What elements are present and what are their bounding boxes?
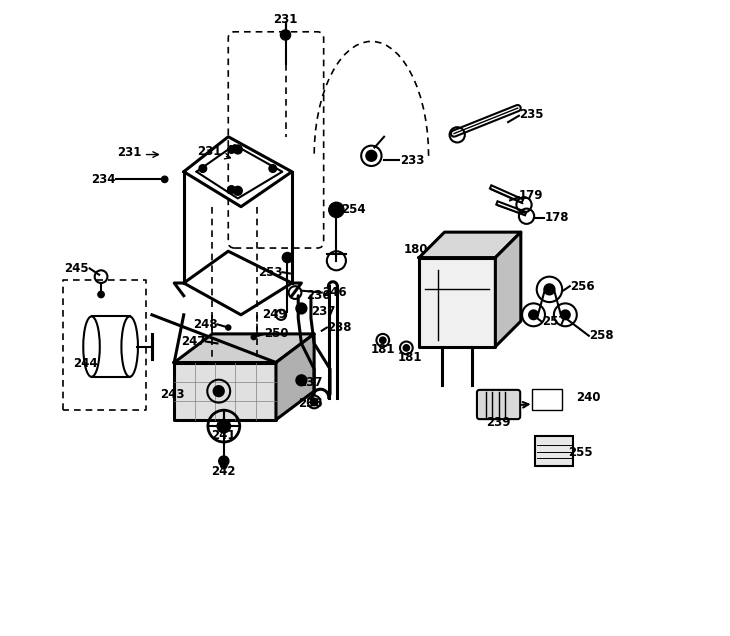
- Circle shape: [98, 291, 104, 298]
- Text: 235: 235: [519, 108, 543, 121]
- Text: 242: 242: [212, 466, 236, 478]
- Text: 253: 253: [258, 266, 283, 279]
- Text: 236: 236: [299, 398, 323, 410]
- Circle shape: [380, 337, 386, 343]
- Text: 237: 237: [311, 305, 335, 318]
- Circle shape: [269, 165, 277, 172]
- Circle shape: [403, 345, 410, 351]
- Text: 245: 245: [64, 262, 88, 275]
- Circle shape: [280, 30, 291, 40]
- Circle shape: [214, 386, 224, 396]
- Text: 236: 236: [307, 289, 331, 302]
- Polygon shape: [496, 232, 520, 347]
- Text: 241: 241: [212, 429, 236, 441]
- Text: 239: 239: [486, 417, 511, 429]
- Circle shape: [328, 202, 344, 218]
- Polygon shape: [174, 363, 276, 420]
- Text: 231: 231: [117, 146, 141, 159]
- Circle shape: [296, 303, 307, 314]
- Text: 179: 179: [519, 190, 543, 202]
- Text: 247: 247: [182, 335, 206, 348]
- Circle shape: [529, 310, 538, 319]
- Text: 180: 180: [404, 243, 428, 256]
- Text: 248: 248: [193, 318, 218, 331]
- Circle shape: [219, 456, 229, 466]
- Text: 250: 250: [264, 328, 289, 340]
- Polygon shape: [174, 334, 314, 363]
- Text: 233: 233: [400, 154, 424, 167]
- Circle shape: [220, 462, 227, 469]
- Text: 240: 240: [576, 391, 601, 404]
- Text: 238: 238: [327, 321, 351, 334]
- Circle shape: [545, 284, 555, 294]
- Text: 249: 249: [262, 308, 287, 321]
- Text: 256: 256: [570, 280, 594, 293]
- Polygon shape: [276, 334, 314, 420]
- Text: 257: 257: [542, 315, 566, 328]
- Text: 255: 255: [569, 446, 593, 459]
- Text: 231: 231: [198, 145, 222, 158]
- Circle shape: [226, 325, 231, 330]
- FancyBboxPatch shape: [535, 436, 573, 466]
- Text: 181: 181: [397, 351, 422, 364]
- Text: 243: 243: [160, 388, 185, 401]
- Circle shape: [283, 252, 293, 263]
- Text: 231: 231: [273, 13, 298, 25]
- Circle shape: [228, 146, 235, 153]
- Circle shape: [366, 151, 377, 161]
- Circle shape: [310, 398, 318, 406]
- Text: 234: 234: [91, 173, 115, 186]
- Polygon shape: [419, 258, 496, 347]
- FancyBboxPatch shape: [532, 389, 561, 410]
- Text: 181: 181: [371, 343, 395, 356]
- Text: 237: 237: [299, 377, 323, 389]
- Circle shape: [234, 145, 242, 154]
- Circle shape: [561, 310, 570, 319]
- Circle shape: [218, 420, 230, 432]
- Circle shape: [296, 375, 307, 385]
- Circle shape: [199, 165, 207, 172]
- Circle shape: [228, 186, 235, 193]
- Circle shape: [251, 335, 256, 340]
- Polygon shape: [419, 232, 520, 258]
- Circle shape: [234, 186, 242, 195]
- Text: 178: 178: [545, 211, 569, 224]
- Text: 258: 258: [589, 329, 613, 342]
- Text: 254: 254: [341, 204, 366, 216]
- FancyBboxPatch shape: [477, 390, 520, 419]
- Text: 244: 244: [73, 357, 98, 370]
- Circle shape: [161, 176, 168, 183]
- Text: 246: 246: [322, 286, 346, 299]
